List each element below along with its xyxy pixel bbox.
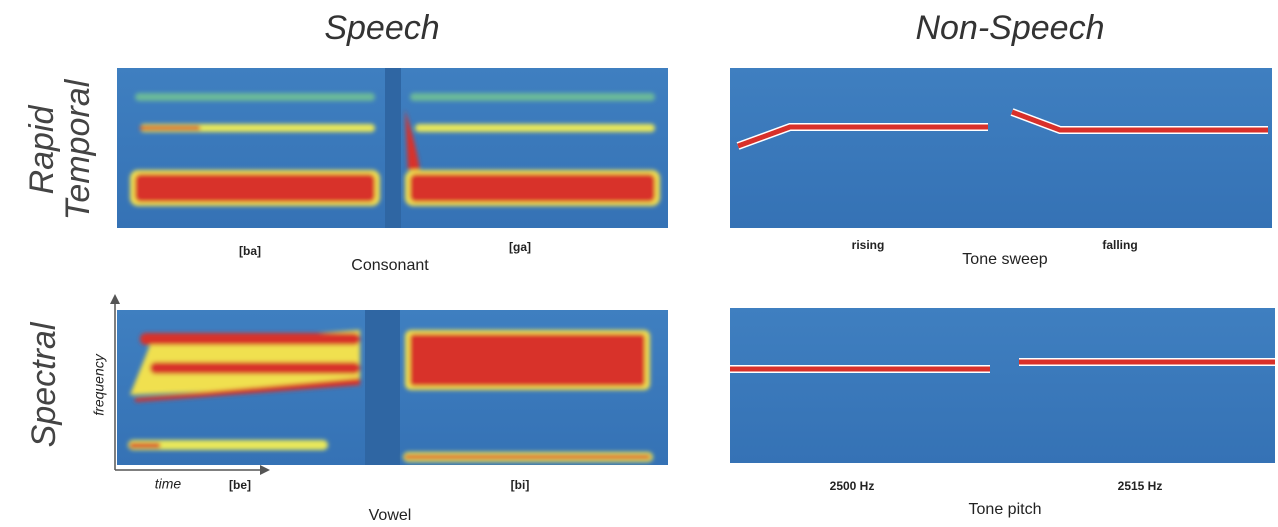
panel-caption: Tone pitch bbox=[969, 501, 1042, 518]
tone-panel bbox=[730, 68, 1272, 228]
stimulus-label: 2515 Hz bbox=[1118, 479, 1163, 493]
row-label: Spectral bbox=[25, 321, 63, 447]
stimulus-label: rising bbox=[852, 238, 885, 252]
spectrogram bbox=[117, 310, 668, 465]
spectrogram bbox=[117, 68, 668, 228]
stimulus-label: 2500 Hz bbox=[830, 479, 875, 493]
tone-panel bbox=[730, 308, 1275, 463]
stimulus-label: [ga] bbox=[509, 240, 531, 254]
stimulus-label: [bi] bbox=[511, 478, 530, 492]
stimulus-label: [be] bbox=[229, 478, 251, 492]
column-title: Non-Speech bbox=[915, 9, 1104, 47]
axis-label: time bbox=[155, 476, 182, 492]
row-label: Rapid bbox=[23, 104, 61, 194]
stimulus-label: falling bbox=[1102, 238, 1137, 252]
panel-caption: Consonant bbox=[351, 257, 429, 274]
figure: Speech Non-Speech Rapid Temporal Spectra… bbox=[0, 0, 1278, 527]
stimulus-label: [ba] bbox=[239, 244, 261, 258]
row-label: Temporal bbox=[59, 78, 97, 220]
panel-caption: Vowel bbox=[369, 507, 412, 524]
panel-caption: Tone sweep bbox=[962, 251, 1047, 268]
column-title: Speech bbox=[324, 9, 439, 47]
axis-label: frequency bbox=[91, 353, 107, 415]
